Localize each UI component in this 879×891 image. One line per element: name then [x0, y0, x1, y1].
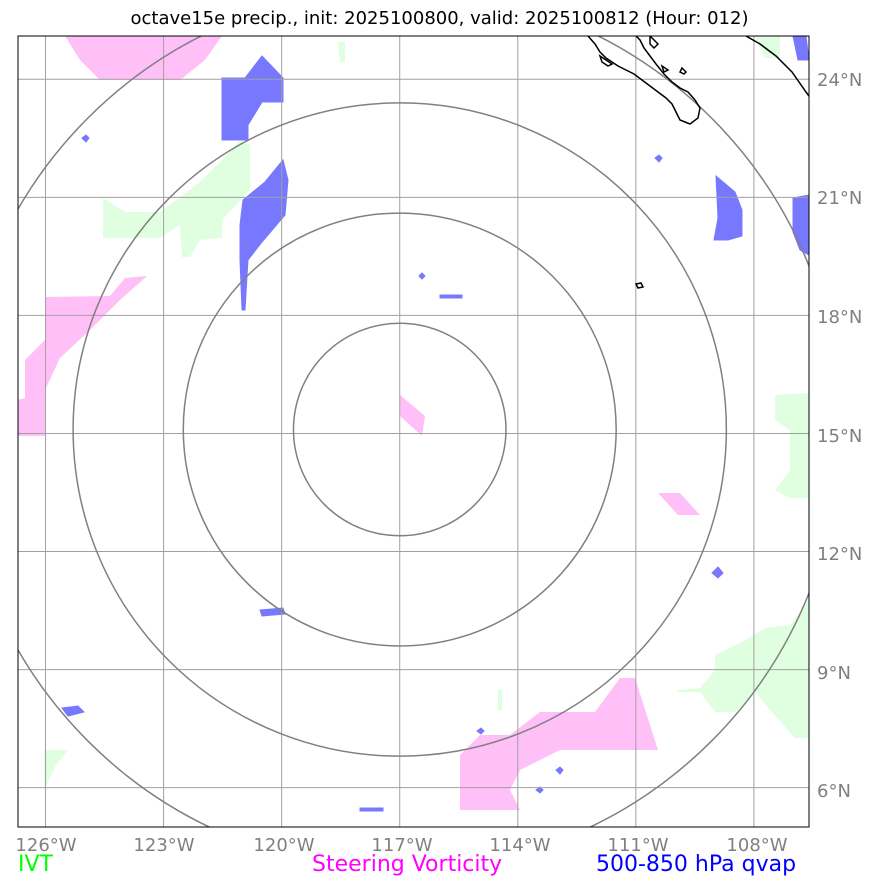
latitude-labels: 24°N 21°N 18°N 15°N 12°N 9°N 6°N — [817, 70, 862, 802]
coastline-segment — [678, 66, 688, 75]
qvap-region — [654, 154, 663, 163]
coastline-segment — [598, 54, 614, 67]
legend-steering-vorticity: Steering Vorticity — [312, 852, 503, 877]
lat-tick-label: 18°N — [817, 307, 862, 328]
qvap-region — [555, 766, 564, 775]
coastline — [587, 36, 809, 289]
lon-tick-label: 120°W — [253, 835, 314, 856]
legend-ivt: IVT — [18, 852, 53, 877]
coastline-segment — [649, 36, 660, 50]
qvap-region — [359, 807, 384, 812]
qvap-region — [221, 55, 284, 141]
vorticity-region — [18, 276, 147, 436]
qvap-region — [792, 36, 809, 61]
ivt-region — [498, 690, 502, 710]
vorticity-region — [460, 678, 658, 810]
qvap-region — [476, 727, 485, 735]
lon-tick-label: 114°W — [489, 835, 550, 856]
lon-tick-label: 111°W — [607, 835, 668, 856]
coastline-segment — [660, 64, 670, 74]
qvap-region — [61, 705, 85, 717]
ivt-region — [755, 36, 780, 58]
qvap-region — [418, 272, 426, 280]
vorticity-region — [400, 395, 425, 436]
qvap-shading — [61, 36, 809, 812]
lat-tick-label: 9°N — [817, 663, 851, 684]
distance-ring — [182, 212, 617, 647]
lat-tick-label: 15°N — [817, 426, 862, 447]
lat-tick-label: 21°N — [817, 188, 862, 209]
distance-ring — [72, 102, 728, 757]
distance-rings — [18, 36, 809, 827]
longitude-labels: 126°W 123°W 120°W 117°W 114°W 111°W 108°… — [15, 835, 787, 856]
ivt-region — [338, 42, 345, 62]
lat-lon-grid — [18, 36, 809, 827]
map-area — [18, 36, 809, 827]
lon-tick-label: 126°W — [15, 835, 76, 856]
qvap-region — [713, 174, 743, 241]
coastline-segment — [745, 36, 809, 97]
legend-qvap: 500-850 hPa qvap — [596, 852, 797, 877]
vorticity-region — [65, 36, 222, 80]
distance-ring — [18, 36, 809, 827]
ivt-region — [44, 750, 68, 790]
map-frame — [17, 35, 810, 828]
lon-tick-label: 117°W — [371, 835, 432, 856]
vorticity-shading — [18, 36, 700, 810]
ivt-region — [775, 393, 809, 498]
coastline-segment — [634, 282, 645, 289]
ivt-shading — [44, 36, 809, 790]
qvap-region — [259, 607, 286, 617]
qvap-region — [711, 566, 724, 579]
plot-title: octave15e precip., init: 2025100800, val… — [130, 8, 749, 29]
qvap-region — [439, 294, 463, 299]
ivt-region — [678, 600, 809, 738]
ivt-region — [103, 140, 250, 257]
lon-tick-label: 108°W — [726, 835, 787, 856]
distance-ring — [292, 322, 507, 537]
vorticity-region — [658, 493, 700, 515]
lat-tick-label: 6°N — [817, 781, 851, 802]
coastline-segment — [587, 36, 701, 125]
lat-tick-label: 24°N — [817, 70, 862, 91]
lon-tick-label: 123°W — [133, 835, 194, 856]
qvap-region — [81, 134, 90, 143]
lat-tick-label: 12°N — [817, 544, 862, 565]
